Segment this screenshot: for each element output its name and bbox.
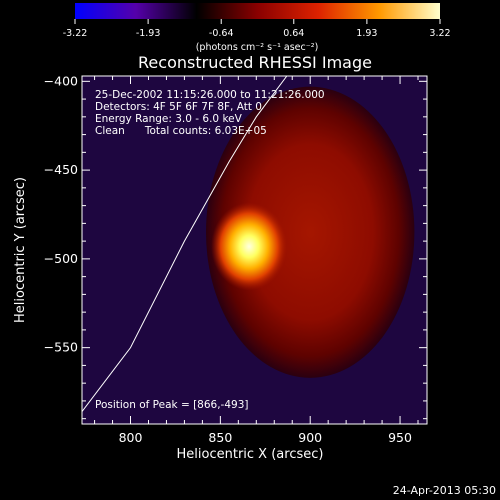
y-tick-label: −500 (44, 251, 78, 266)
plot-frame (81, 75, 428, 425)
y-axis-label: Heliocentric Y (arcsec) (13, 177, 28, 323)
colorbar-tick-label: 0.64 (283, 28, 304, 39)
y-tick-label: −450 (44, 162, 78, 177)
y-axis-ticks: −400 −450 −500 −550 (44, 73, 427, 420)
x-tick-label: 950 (388, 430, 412, 445)
peak-position-label: Position of Peak = [866,-493] (95, 399, 249, 411)
annotation-time: 25-Dec-2002 11:15:26.000 to 11:21:26.000 (95, 89, 325, 101)
x-axis-label: Heliocentric X (arcsec) (177, 447, 324, 462)
y-tick-label: −400 (44, 73, 78, 88)
x-axis-ticks: 800 850 900 950 (94, 76, 419, 445)
timestamp: 24-Apr-2013 05:30 (393, 484, 496, 497)
colorbar-ticks: -3.22 -1.93 -0.64 0.64 1.93 3.22 (63, 19, 451, 39)
extended-source (205, 86, 415, 378)
colorbar-tick-label: -1.93 (136, 28, 161, 39)
annotation-detectors: Detectors: 4F 5F 6F 7F 8F, Att 0 (95, 101, 262, 113)
annotation-energy: Energy Range: 3.0 - 6.0 keV (95, 113, 243, 125)
chart-title: Reconstructed RHESSI Image (138, 53, 372, 72)
peak-source (211, 202, 288, 291)
colorbar-tick-label: 1.93 (356, 28, 377, 39)
annotation-counts: Clean Total counts: 6.03E+05 (95, 125, 267, 137)
x-tick-label: 900 (298, 430, 322, 445)
colorbar-units-label: (photons cm⁻² s⁻¹ asec⁻²) (196, 42, 319, 53)
y-tick-label: −550 (44, 340, 78, 355)
colorbar-tick-label: 3.22 (429, 28, 450, 39)
x-tick-label: 850 (208, 430, 232, 445)
source-image (205, 86, 415, 378)
solar-limb-line (82, 76, 288, 412)
x-tick-label: 800 (119, 430, 143, 445)
colorbar-tick-label: -0.64 (209, 28, 234, 39)
colorbar-tick-label: -3.22 (63, 28, 88, 39)
colorbar (75, 3, 440, 19)
annotation-block: 25-Dec-2002 11:15:26.000 to 11:21:26.000… (95, 89, 325, 137)
